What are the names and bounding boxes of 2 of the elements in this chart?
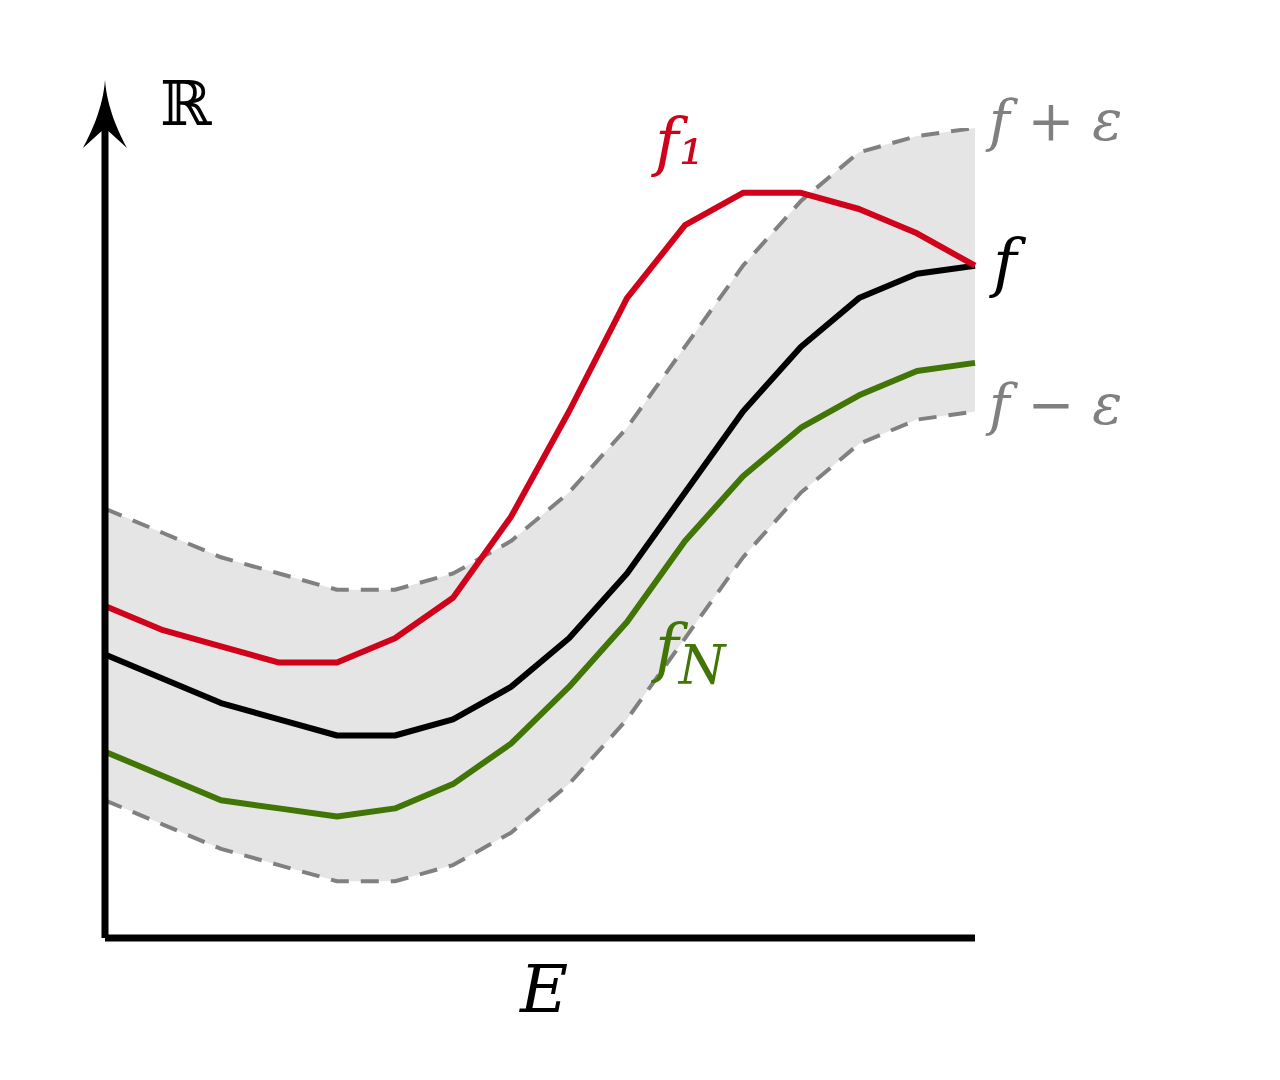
- y-axis-title: ℝ: [160, 67, 212, 140]
- x-axis-title: E: [520, 951, 569, 1028]
